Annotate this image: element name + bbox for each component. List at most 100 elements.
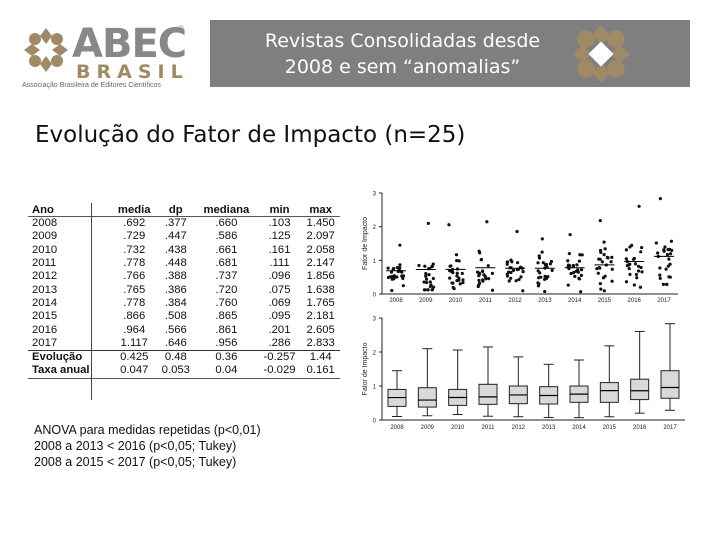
data-point	[457, 259, 461, 263]
data-point	[461, 280, 465, 285]
table-row: 2016 .964 .566 .861 .201 2.605	[28, 323, 340, 336]
data-point	[566, 259, 570, 263]
abec-emblem-icon	[24, 28, 68, 72]
x-tick-label: 2014	[572, 425, 586, 431]
table-cell: .286	[268, 336, 291, 349]
x-tick-label: 2010	[451, 425, 465, 431]
summary-row: Taxa anual 0.047 0.053 0.04 -0.029 0.161	[28, 364, 340, 379]
data-point	[480, 278, 485, 282]
data-point	[550, 268, 554, 272]
data-point	[392, 266, 396, 271]
table-cell: .778	[123, 296, 146, 309]
table-cell: .448	[164, 257, 187, 270]
data-point	[639, 265, 643, 270]
data-point	[484, 277, 488, 281]
table-row: 2011 .778 .448 .681 .111 2.147	[28, 257, 340, 270]
table-cell: .720	[215, 283, 238, 296]
banner-title-line1: Revistas Consolidadas desde	[264, 30, 541, 52]
data-point	[430, 288, 435, 292]
x-tick-label: 2016	[633, 425, 647, 431]
table-cell: .384	[164, 296, 187, 309]
summary-row: Evolução 0.425 0.48 0.36 -0.257 1.44	[28, 349, 340, 365]
data-point	[658, 197, 662, 201]
data-point	[539, 275, 543, 279]
table-cell: .069	[268, 296, 291, 309]
table-cell: .729	[123, 230, 146, 243]
data-point	[386, 266, 390, 270]
x-tick-label: 2012	[508, 298, 522, 304]
data-point	[422, 280, 426, 284]
data-point	[654, 241, 658, 245]
x-tick-label: 2014	[568, 298, 582, 304]
table-cell: .201	[268, 323, 291, 336]
y-axis-label: Fator de Impacto	[362, 217, 369, 270]
data-point	[637, 204, 641, 208]
table-cell: .586	[215, 230, 238, 243]
logo-registered-mark: ®	[178, 24, 184, 33]
data-point	[482, 273, 486, 277]
table-cell: .732	[123, 243, 146, 256]
data-point	[543, 263, 547, 267]
table-cell: 2.181	[306, 310, 335, 323]
box	[660, 370, 680, 399]
table-divider	[91, 203, 92, 400]
x-tick-label: 2016	[628, 298, 642, 304]
data-point	[568, 263, 572, 268]
table-cell: .111	[269, 257, 290, 270]
data-point	[597, 257, 601, 261]
data-point	[510, 260, 514, 264]
data-point	[515, 229, 519, 234]
data-point	[636, 264, 641, 268]
data-point	[423, 264, 427, 268]
summary-cell: 0.053	[156, 364, 196, 379]
data-point	[610, 267, 614, 271]
table-cell: .866	[123, 310, 146, 323]
table-cell: .566	[164, 323, 187, 336]
table-header-dp: dp	[156, 203, 196, 217]
data-point	[639, 250, 643, 254]
data-point	[398, 243, 402, 247]
y-tick-label: 3	[373, 317, 377, 323]
box	[478, 383, 498, 405]
data-point	[521, 289, 525, 293]
data-point	[431, 276, 435, 281]
box	[630, 378, 650, 401]
table-cell: 2014	[32, 296, 58, 309]
data-point	[627, 263, 631, 267]
data-point	[578, 253, 582, 257]
y-tick-label: 3	[373, 192, 377, 198]
data-point	[490, 288, 495, 292]
data-point	[486, 264, 490, 268]
data-point	[400, 270, 404, 274]
table-cell: .125	[268, 230, 291, 243]
data-point	[602, 289, 606, 293]
data-point	[427, 272, 431, 277]
summary-cell: 1.44	[301, 349, 340, 365]
data-point	[390, 277, 394, 281]
table-cell: .508	[164, 310, 187, 323]
data-point	[658, 276, 662, 280]
banner-title-line2: 2008 e sem “anomalias”	[284, 56, 521, 78]
data-point	[451, 285, 455, 290]
summary-cell: 0.161	[301, 364, 340, 379]
table-row: 2012 .766 .388 .737 .096 1.856	[28, 270, 340, 283]
y-tick-label: 2	[373, 351, 377, 357]
table-header-row: Ano media dp mediana min max	[28, 203, 340, 217]
data-point	[455, 271, 459, 275]
table-row: 2017 1.117 .646 .956 .286 2.833	[28, 337, 340, 351]
data-point	[609, 260, 613, 264]
table-cell: 1.765	[306, 296, 335, 309]
data-point	[631, 257, 636, 261]
data-point	[536, 261, 540, 265]
table-cell: .661	[215, 243, 238, 256]
table-header-media: media	[111, 203, 157, 217]
y-tick-label: 0	[373, 419, 377, 425]
data-point	[485, 220, 489, 224]
data-point	[548, 262, 552, 266]
table-row: 2013 .765 .386 .720 .075 1.638	[28, 283, 340, 296]
data-point	[624, 248, 629, 252]
note-line: 2008 a 2013 < 2016 (p<0,05; Tukey)	[34, 439, 237, 453]
data-point	[664, 282, 669, 286]
data-point	[537, 254, 541, 258]
data-point	[543, 277, 547, 281]
